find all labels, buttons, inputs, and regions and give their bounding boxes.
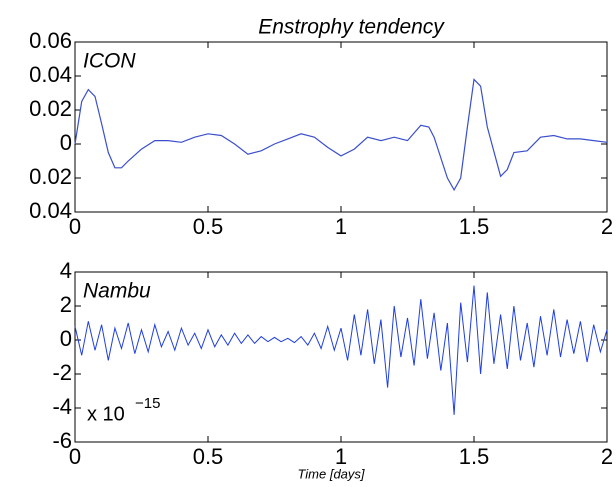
- axes-box: [74, 41, 608, 213]
- y-tick-label: 0.02: [29, 164, 72, 189]
- x-tick-label: 0.5: [193, 444, 224, 469]
- x-tick-label: 0.5: [193, 214, 224, 239]
- x-tick-label: 1: [335, 214, 347, 239]
- axes-box: [74, 271, 608, 443]
- x-tick-label: 1.5: [459, 444, 490, 469]
- data-line: [74, 78, 608, 192]
- x-tick-label: 1: [335, 444, 347, 469]
- y-tick-label: -2: [52, 360, 72, 385]
- scale-exponent: −15: [135, 395, 160, 412]
- scale-label: x 10: [87, 403, 125, 425]
- y-tick-label: -4: [52, 394, 72, 419]
- y-tick-label: -6: [52, 428, 72, 453]
- y-tick-label: 4: [60, 258, 72, 283]
- y-tick-label: 0: [60, 130, 72, 155]
- y-tick-label: 0.04: [29, 198, 72, 223]
- x-tick-label: 0: [69, 214, 81, 239]
- chart-title: Enstrophy tendency: [258, 16, 445, 39]
- y-tick-label: 0.04: [29, 62, 72, 87]
- x-tick-label: 1.5: [459, 214, 490, 239]
- x-tick-label: 2: [601, 214, 613, 239]
- annotation: ICON: [83, 50, 136, 73]
- annotation: Nambu: [83, 280, 151, 303]
- x-axis-label: Time [days]: [297, 466, 364, 481]
- y-tick-label: 0: [60, 326, 72, 351]
- x-tick-label: 2: [601, 444, 613, 469]
- data-line: [74, 285, 608, 415]
- y-tick-label: 0.06: [29, 28, 72, 53]
- x-tick-label: 0: [69, 444, 81, 469]
- y-tick-label: 0.02: [29, 96, 72, 121]
- y-tick-label: 2: [60, 292, 72, 317]
